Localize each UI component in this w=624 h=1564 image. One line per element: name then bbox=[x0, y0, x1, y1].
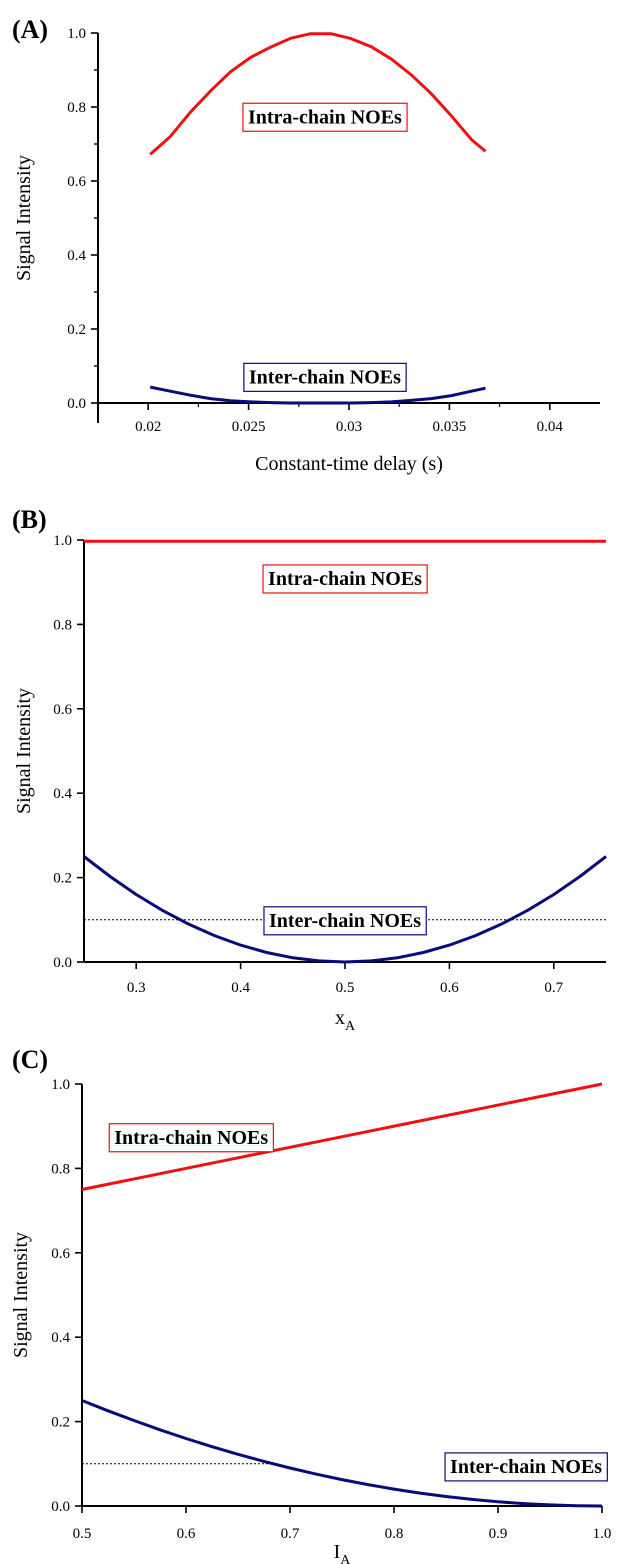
x-tick-label: 0.4 bbox=[231, 980, 250, 996]
x-axis-title-main: I bbox=[334, 1541, 341, 1563]
y-axis-title: Signal Intensity bbox=[10, 1232, 32, 1358]
y-tick-label: 0.4 bbox=[51, 1330, 70, 1346]
x-axis-title-subscript: A bbox=[340, 1553, 351, 1564]
x-tick-label: 1.0 bbox=[593, 1526, 612, 1542]
annotation-inter-box bbox=[444, 1452, 608, 1482]
chart-panel-2: (B) 0.0 0.2 0.4 0.6 0.8 1.0 0.3 0.4 0.5 0.6 0.7 Sign… bbox=[12, 505, 607, 1034]
y-tick-label: 0.2 bbox=[51, 1415, 70, 1431]
y-tick-label: 0.4 bbox=[67, 248, 86, 264]
panel-label: (A) bbox=[12, 15, 48, 44]
y-tick-label: 0.6 bbox=[53, 702, 72, 718]
annotation-intra-label: Intra-chain NOEs bbox=[114, 1127, 268, 1149]
y-tick-label: 0.8 bbox=[51, 1161, 70, 1177]
y-tick-label: 0.4 bbox=[53, 786, 72, 802]
x-axis-title: Constant-time delay (s) bbox=[255, 453, 443, 475]
x-tick-label: 0.6 bbox=[440, 980, 459, 996]
annotation-inter-box bbox=[263, 906, 427, 936]
x-tick-label: 0.035 bbox=[433, 419, 467, 435]
panel-label: (C) bbox=[12, 1045, 48, 1074]
y-axis-title: Signal Intensity bbox=[13, 155, 35, 281]
y-tick-label: 0.0 bbox=[67, 396, 86, 412]
y-tick-label: 0.0 bbox=[51, 1499, 70, 1515]
x-tick-label: 0.02 bbox=[135, 419, 161, 435]
x-tick-label: 0.7 bbox=[281, 1526, 300, 1542]
y-tick-label: 0.2 bbox=[53, 871, 72, 887]
annotation-intra-box bbox=[242, 102, 408, 132]
annotation-inter-box bbox=[243, 362, 407, 392]
y-axis-title: Signal Intensity bbox=[13, 688, 35, 814]
x-tick-label: 0.5 bbox=[336, 980, 355, 996]
x-tick-label: 0.3 bbox=[127, 980, 146, 996]
x-axis-title-main: x bbox=[335, 1007, 345, 1029]
annotation-intra-label: Intra-chain NOEs bbox=[268, 568, 422, 590]
y-tick-label: 0.8 bbox=[67, 100, 86, 116]
annotation-inter-label: Inter-chain NOEs bbox=[249, 366, 401, 388]
x-tick-label: 0.03 bbox=[336, 419, 362, 435]
annotation-intra-box bbox=[108, 1123, 274, 1153]
y-tick-label: 1.0 bbox=[53, 533, 72, 549]
x-tick-label: 0.9 bbox=[489, 1526, 508, 1542]
y-tick-label: 0.0 bbox=[53, 955, 72, 971]
x-tick-label: 0.025 bbox=[232, 419, 266, 435]
series-line-inter bbox=[83, 855, 607, 964]
x-tick-label: 0.7 bbox=[544, 980, 563, 996]
panel-label: (B) bbox=[12, 505, 47, 534]
chart-panel-3: (C) 0.0 0.2 0.4 0.6 0.8 1.0 0.5 0.6 0.7 0.8 0.9 1.0 S… bbox=[10, 1045, 611, 1564]
series-line-intra bbox=[81, 1082, 603, 1191]
x-tick-label: 0.04 bbox=[537, 419, 564, 435]
y-tick-label: 1.0 bbox=[67, 26, 86, 42]
y-tick-label: 1.0 bbox=[51, 1077, 70, 1093]
y-tick-label: 0.8 bbox=[53, 617, 72, 633]
y-tick-label: 0.6 bbox=[67, 174, 86, 190]
annotation-intra-box bbox=[262, 564, 428, 594]
x-axis-title: xA bbox=[335, 1007, 356, 1034]
series-line-inter bbox=[149, 385, 486, 405]
annotation-intra-label: Intra-chain NOEs bbox=[248, 106, 402, 128]
x-tick-label: 0.5 bbox=[73, 1526, 92, 1542]
y-tick-label: 0.6 bbox=[51, 1246, 70, 1262]
x-tick-label: 0.6 bbox=[177, 1526, 196, 1542]
y-tick-label: 0.2 bbox=[67, 322, 86, 338]
x-axis-title-main: Constant-time delay (s) bbox=[255, 453, 443, 475]
series-line-intra bbox=[149, 32, 487, 156]
series-line-inter bbox=[81, 1399, 603, 1508]
annotation-inter-label: Inter-chain NOEs bbox=[450, 1456, 602, 1478]
chart-panel-1: (A) 0.0 0.2 0.4 0.6 0.8 1.0 0.02 0.025 0.03 0.035 0… bbox=[12, 15, 600, 475]
annotation-inter-label: Inter-chain NOEs bbox=[269, 910, 421, 932]
x-tick-label: 0.8 bbox=[385, 1526, 404, 1542]
x-axis-title-subscript: A bbox=[345, 1019, 356, 1034]
x-axis-title: IA bbox=[334, 1541, 352, 1564]
